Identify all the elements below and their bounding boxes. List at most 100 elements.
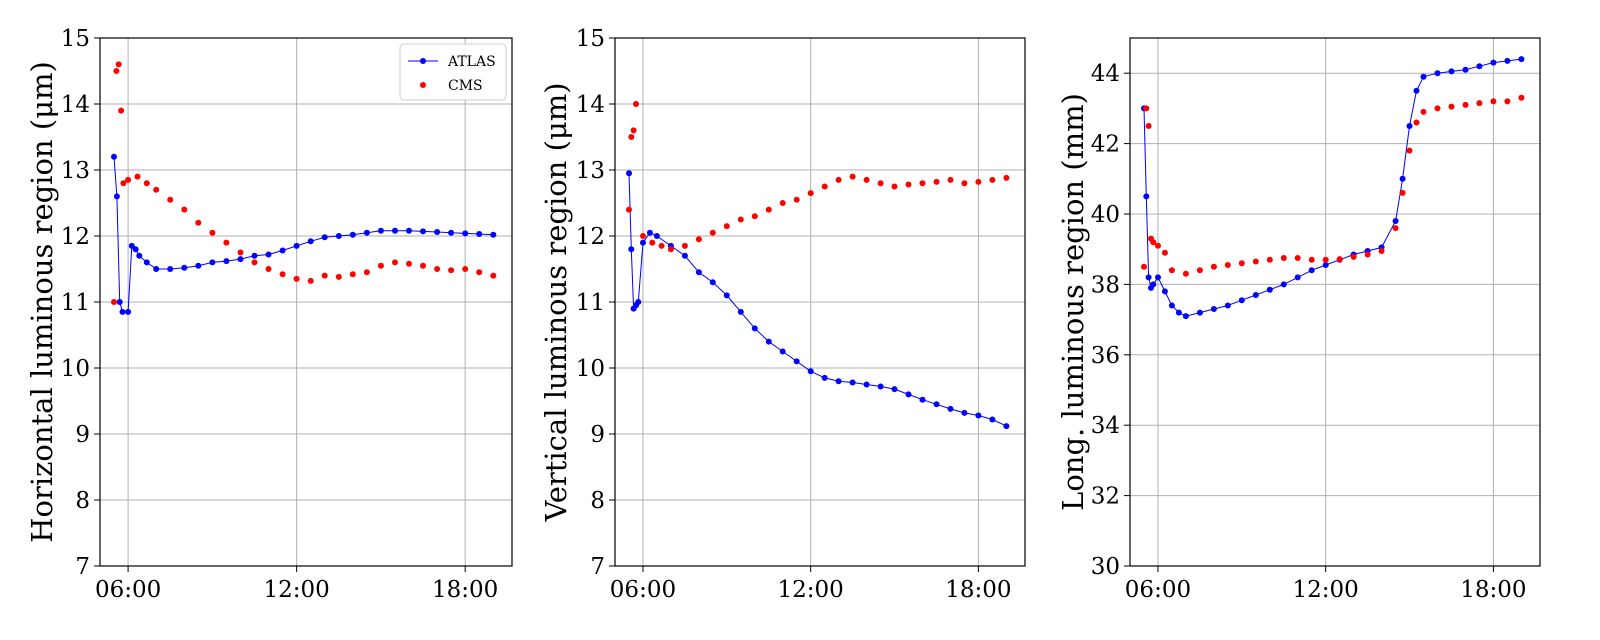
data-point-atlas (1413, 87, 1420, 94)
data-point-atlas (835, 378, 842, 385)
x-tick-label: 18:00 (1460, 577, 1526, 603)
y-tick-label: 11 (61, 290, 90, 316)
data-point-cms (1238, 260, 1245, 267)
axes-frame (614, 37, 1026, 567)
data-point-cms (223, 239, 230, 246)
data-point-atlas (863, 381, 870, 388)
data-point-cms (237, 249, 244, 256)
x-tick-label: 12:00 (263, 577, 329, 603)
y-tick-label: 32 (1091, 484, 1120, 510)
data-point-atlas (1504, 57, 1511, 64)
y-tick-label: 9 (75, 422, 90, 448)
data-point-cms (1350, 253, 1357, 260)
data-point-cms (392, 259, 398, 266)
data-point-atlas (635, 299, 642, 305)
data-point-cms (406, 260, 412, 267)
data-point-cms (737, 216, 744, 223)
data-point-cms (195, 219, 202, 226)
data-point-atlas (209, 259, 216, 266)
data-point-atlas (462, 230, 469, 237)
x-tick-label: 18:00 (945, 577, 1011, 603)
data-point-atlas (1490, 59, 1497, 66)
x-tick-label: 06:00 (610, 577, 676, 603)
y-tick-label: 15 (61, 26, 90, 52)
data-point-cms (363, 269, 370, 276)
data-point-atlas (779, 348, 786, 355)
data-point-atlas (448, 229, 455, 236)
data-point-atlas (723, 292, 730, 299)
y-axis-title: Long. luminous region (mm) (1056, 93, 1090, 511)
data-point-cms (961, 180, 968, 187)
data-point-cms (628, 134, 635, 140)
data-point-cms (1252, 258, 1259, 265)
data-point-atlas (1224, 302, 1231, 309)
data-point-cms (143, 180, 150, 187)
data-point-atlas (975, 412, 982, 419)
data-point-atlas (628, 246, 635, 253)
data-point-atlas (1145, 274, 1152, 281)
data-point-atlas (1182, 313, 1189, 320)
data-point-atlas (626, 170, 632, 177)
data-point-cms (1145, 123, 1152, 129)
y-tick-label: 36 (1091, 343, 1120, 369)
data-point-cms (434, 266, 441, 272)
data-point-atlas (321, 234, 328, 241)
data-point-atlas (335, 233, 342, 239)
data-point-atlas (1392, 218, 1399, 224)
data-point-cms (1003, 174, 1010, 181)
y-tick-label: 11 (576, 290, 605, 316)
data-point-cms (420, 262, 426, 269)
data-point-cms (821, 183, 828, 190)
series-cms (626, 101, 1010, 253)
data-point-atlas (933, 401, 940, 408)
data-point-cms (709, 229, 716, 236)
data-point-atlas (490, 231, 497, 238)
data-point-cms (695, 236, 702, 243)
data-point-cms (120, 180, 127, 187)
data-point-cms (1182, 270, 1189, 277)
chart-panel-middle: 06:00 12:00 18:00 7 8 9 10 11 12 13 14 15 Vertical l… (539, 26, 1026, 603)
data-point-cms (167, 196, 174, 203)
data-point-atlas (1143, 193, 1150, 200)
data-point-cms (640, 233, 646, 239)
x-tick-label: 06:00 (1125, 577, 1191, 603)
legend-marker-cms (420, 82, 426, 88)
data-point-atlas (349, 231, 356, 238)
data-point-atlas (1322, 262, 1329, 268)
y-tick-label: 38 (1091, 272, 1120, 298)
data-point-atlas (653, 233, 660, 239)
data-point-cms (723, 223, 730, 230)
data-point-atlas (989, 416, 996, 423)
legend-box (399, 43, 507, 101)
data-point-cms (1378, 248, 1385, 254)
data-point-atlas (681, 252, 688, 259)
data-point-atlas (1168, 302, 1175, 309)
data-point-cms (377, 262, 384, 269)
legend-label-atlas: ATLAS (447, 54, 496, 70)
data-point-atlas (1294, 274, 1301, 281)
data-point-cms (649, 239, 656, 246)
data-point-atlas (132, 246, 139, 253)
legend-marker-atlas (420, 58, 426, 64)
data-point-atlas (765, 338, 772, 345)
data-point-cms (181, 206, 188, 213)
y-tick-label: 13 (576, 158, 605, 184)
data-point-cms (1504, 98, 1511, 105)
data-point-cms (681, 242, 688, 249)
data-point-atlas (1476, 63, 1483, 70)
data-point-cms (1280, 255, 1287, 261)
data-point-atlas (363, 229, 370, 236)
y-axis-title: Vertical luminous region (μm) (539, 82, 573, 522)
data-point-atlas (1448, 68, 1455, 75)
data-point-cms (1406, 147, 1413, 154)
data-point-atlas (737, 308, 744, 315)
data-point-atlas (125, 308, 132, 315)
data-point-cms (667, 246, 674, 253)
data-point-cms (1266, 256, 1273, 263)
x-tick-label: 06:00 (95, 577, 161, 603)
y-tick-label: 44 (1091, 61, 1120, 87)
data-point-atlas (307, 238, 314, 245)
data-point-atlas (947, 405, 954, 412)
data-point-atlas (265, 251, 272, 258)
